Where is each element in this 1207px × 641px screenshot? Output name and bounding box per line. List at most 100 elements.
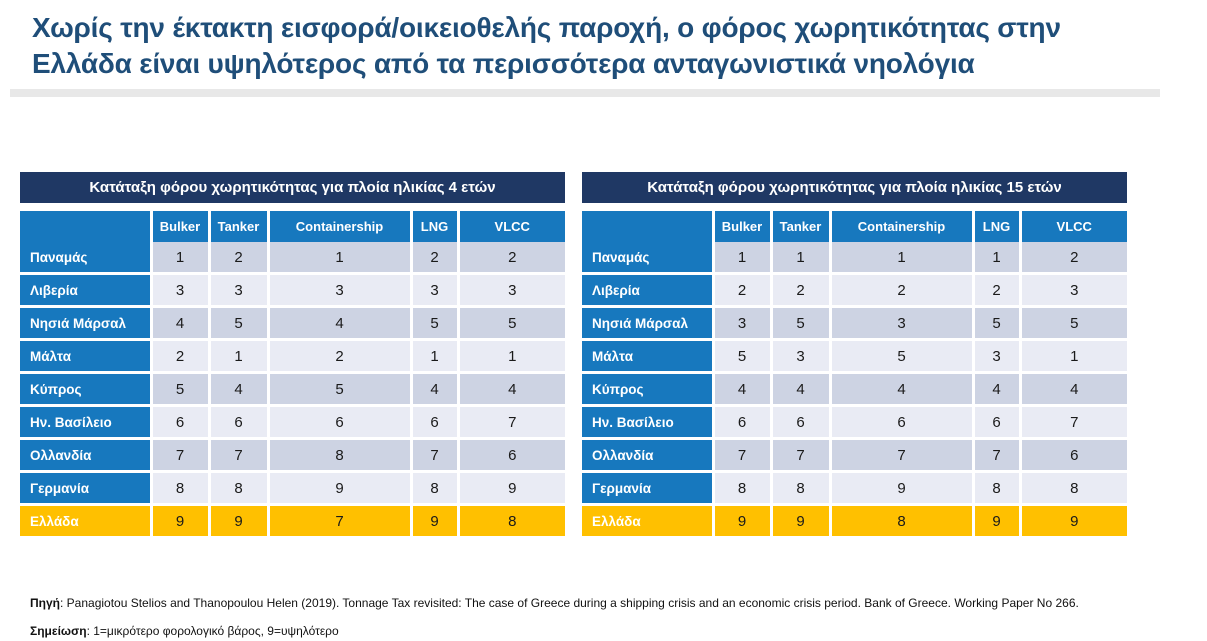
rank-cell: 2 [151, 339, 211, 374]
rank-cell: 9 [830, 471, 975, 506]
table-row: Μάλτα 2 1 2 1 1 [20, 339, 565, 374]
rank-cell: 1 [458, 339, 565, 374]
corner-cell [20, 211, 153, 242]
rank-cell: 3 [268, 273, 413, 308]
row-label: Γερμανία [582, 471, 715, 506]
rank-cell: 1 [713, 242, 773, 275]
table-row: Ολλανδία 7 7 8 7 6 [20, 438, 565, 473]
rank-cell: 9 [209, 504, 270, 536]
page-title-line-2: Ελλάδα είναι υψηλότερος από τα περισσότε… [32, 48, 975, 79]
rank-cell: 2 [713, 273, 773, 308]
row-label: Νησιά Μάρσαλ [582, 306, 715, 341]
table-row: Γερμανία 8 8 9 8 8 [582, 471, 1127, 506]
rank-cell: 7 [771, 438, 832, 473]
row-label: Ολλανδία [20, 438, 153, 473]
rank-cell: 5 [713, 339, 773, 374]
table-row: Ολλανδία 7 7 7 7 6 [582, 438, 1127, 473]
rank-cell: 8 [411, 471, 460, 506]
rank-cell: 5 [411, 306, 460, 341]
rank-cell: 7 [268, 504, 413, 536]
rank-cell: 3 [973, 339, 1022, 374]
row-label: Λιβερία [582, 273, 715, 308]
rank-cell: 6 [209, 405, 270, 440]
rank-cell: 3 [830, 306, 975, 341]
table-row: Μάλτα 5 3 5 3 1 [582, 339, 1127, 374]
rank-cell: 1 [268, 242, 413, 275]
rank-cell: 1 [830, 242, 975, 275]
rank-cell: 8 [771, 471, 832, 506]
row-label: Ην. Βασίλειο [582, 405, 715, 440]
corner-cell [582, 211, 715, 242]
table-caption-age-15: Κατάταξη φόρου χωρητικότητας για πλοία η… [582, 172, 1127, 203]
rank-cell: 8 [209, 471, 270, 506]
row-label: Νησιά Μάρσαλ [20, 306, 153, 341]
rank-cell: 9 [151, 504, 211, 536]
column-header-bulker: Bulker [713, 211, 773, 242]
rank-cell: 7 [1020, 405, 1127, 440]
rank-cell: 5 [209, 306, 270, 341]
rank-cell: 4 [268, 306, 413, 341]
column-header-vlcc: VLCC [1020, 211, 1127, 242]
rank-cell: 8 [1020, 471, 1127, 506]
rank-cell: 7 [151, 438, 211, 473]
rank-cell: 4 [151, 306, 211, 341]
table-row: Παναμάς 1 1 1 1 2 [582, 242, 1127, 275]
ranking-table-age-4: Bulker Tanker Containership LNG VLCC Παναμάς… [20, 211, 565, 536]
column-header-tanker: Tanker [771, 211, 832, 242]
rank-cell: 3 [151, 273, 211, 308]
rank-cell: 4 [713, 372, 773, 407]
rank-cell: 4 [458, 372, 565, 407]
source-text: : Panagiotou Stelios and Thanopoulou Hel… [60, 596, 1079, 610]
title-divider [10, 89, 1160, 97]
rank-cell: 2 [771, 273, 832, 308]
rank-cell: 3 [1020, 273, 1127, 308]
rank-cell: 8 [830, 504, 975, 536]
row-label: Ολλανδία [582, 438, 715, 473]
rank-cell: 2 [411, 242, 460, 275]
row-label: Γερμανία [20, 471, 153, 506]
rank-cell: 9 [713, 504, 773, 536]
page-title: Χωρίς την έκτακτη εισφορά/οικειοθελής πα… [32, 10, 1182, 82]
row-label: Ελλάδα [582, 504, 715, 536]
rank-cell: 5 [830, 339, 975, 374]
table-row: Παναμάς 1 2 1 2 2 [20, 242, 565, 275]
rank-cell: 2 [973, 273, 1022, 308]
rank-cell: 5 [458, 306, 565, 341]
column-header-bulker: Bulker [151, 211, 211, 242]
rank-cell: 5 [771, 306, 832, 341]
table-row: Νησιά Μάρσαλ 3 5 3 5 5 [582, 306, 1127, 341]
rank-cell: 1 [151, 242, 211, 275]
table-row: Ελλάδα 9 9 7 9 8 [20, 504, 565, 536]
rank-cell: 2 [458, 242, 565, 275]
column-header-row: Bulker Tanker Containership LNG VLCC [582, 211, 1127, 242]
legend-label: Σημείωση [30, 624, 87, 638]
row-label: Ην. Βασίλειο [20, 405, 153, 440]
rank-cell: 2 [268, 339, 413, 374]
rank-cell: 1 [411, 339, 460, 374]
table-row: Λιβερία 2 2 2 2 3 [582, 273, 1127, 308]
table-row: Γερμανία 8 8 9 8 9 [20, 471, 565, 506]
rank-cell: 4 [973, 372, 1022, 407]
row-label: Ελλάδα [20, 504, 153, 536]
rank-cell: 5 [973, 306, 1022, 341]
rank-cell: 9 [268, 471, 413, 506]
table-row: Ην. Βασίλειο 6 6 6 6 7 [20, 405, 565, 440]
rank-cell: 4 [771, 372, 832, 407]
rank-cell: 1 [209, 339, 270, 374]
rank-cell: 8 [458, 504, 565, 536]
rank-cell: 6 [268, 405, 413, 440]
rank-cell: 6 [973, 405, 1022, 440]
rank-cell: 3 [771, 339, 832, 374]
column-header-lng: LNG [411, 211, 460, 242]
rank-cell: 2 [830, 273, 975, 308]
row-label: Κύπρος [582, 372, 715, 407]
row-label: Μάλτα [20, 339, 153, 374]
rank-cell: 2 [209, 242, 270, 275]
table-row: Κύπρος 4 4 4 4 4 [582, 372, 1127, 407]
rank-cell: 9 [973, 504, 1022, 536]
rank-cell: 4 [830, 372, 975, 407]
legend-note: Σημείωση: 1=μικρότερο φορολογικό βάρος, … [30, 624, 339, 638]
rank-cell: 9 [1020, 504, 1127, 536]
rank-cell: 9 [771, 504, 832, 536]
